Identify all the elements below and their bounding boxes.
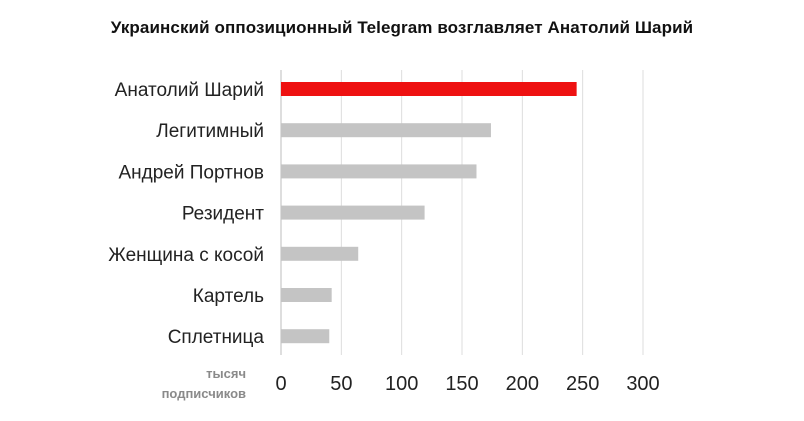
category-label: Легитимный (156, 121, 264, 142)
bar-4 (281, 246, 359, 261)
bar-0 (281, 82, 577, 96)
x-tick-label: 150 (445, 373, 478, 395)
x-tick-label: 50 (330, 373, 352, 395)
x-tick-label: 300 (626, 373, 659, 395)
x-tick-label: 200 (506, 373, 539, 395)
category-label: Анатолий Шарий (115, 80, 264, 101)
x-axis-unit-line-2: подписчиков (161, 386, 246, 401)
x-tick-label: 250 (566, 373, 599, 395)
bars (281, 82, 577, 344)
category-label: Картель (193, 286, 264, 307)
category-label: Резидент (182, 204, 264, 225)
bar-3 (281, 205, 425, 220)
bar-6 (281, 329, 330, 344)
x-tick-label: 100 (385, 373, 418, 395)
bar-5 (281, 288, 332, 302)
category-label: Сплетница (168, 327, 265, 348)
bar-1 (281, 123, 491, 138)
x-axis-unit-line-1: тысяч (206, 366, 246, 381)
x-tick-label: 0 (275, 373, 286, 395)
category-label: Женщина с косой (108, 245, 264, 266)
category-label: Андрей Портнов (118, 162, 264, 183)
bar-2 (281, 164, 477, 179)
x-tick-labels: 0 50 100 150 200 250 300 (275, 373, 659, 395)
x-axis-unit-label: тысяч подписчиков (140, 364, 246, 404)
chart-title: Украинский оппозиционный Telegram возгла… (110, 18, 694, 37)
category-labels: Анатолий Шарий Легитимный Андрей Портнов Ре… (108, 80, 264, 348)
